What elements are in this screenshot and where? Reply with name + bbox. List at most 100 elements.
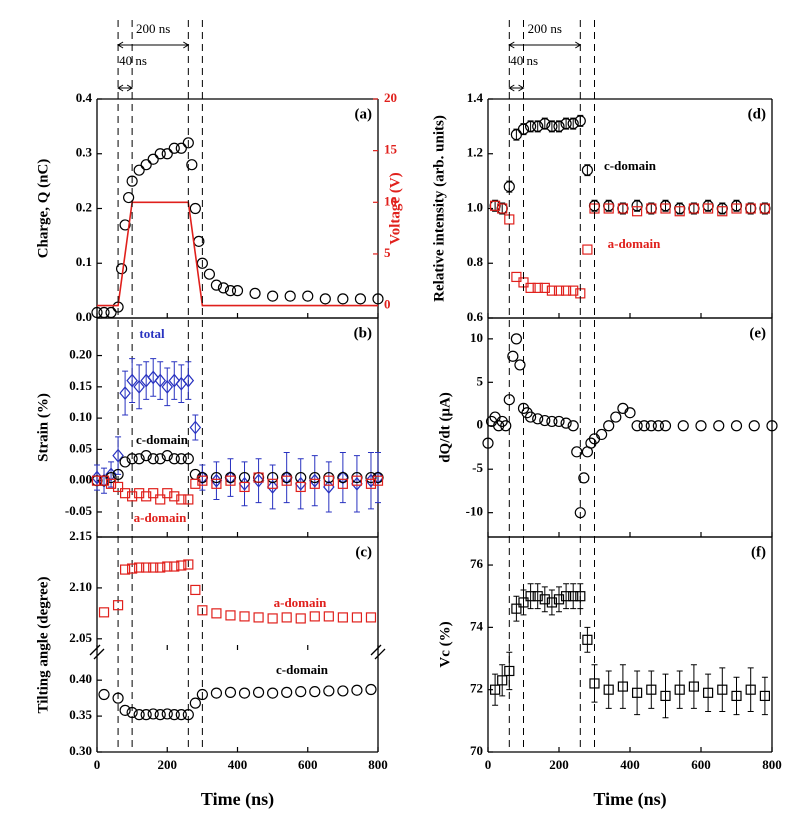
y-axis-title: Tilting angle (degree)	[35, 577, 51, 714]
point	[730, 420, 743, 432]
error-bar	[339, 452, 346, 504]
error-bar	[129, 358, 136, 403]
point	[365, 683, 377, 696]
error-bar	[761, 202, 768, 215]
point	[162, 488, 173, 499]
point	[154, 453, 166, 465]
point	[196, 688, 208, 701]
y-tick-label: 0.3	[76, 145, 93, 160]
point	[323, 611, 334, 622]
point	[155, 494, 166, 505]
error-bar	[185, 361, 192, 400]
point	[203, 268, 215, 280]
point	[217, 282, 230, 294]
point	[496, 415, 508, 428]
point	[610, 411, 622, 423]
point	[133, 379, 145, 394]
point	[119, 456, 131, 468]
error-bar	[676, 670, 683, 709]
point	[133, 709, 145, 721]
point	[617, 681, 629, 692]
point	[147, 153, 159, 165]
point	[497, 203, 508, 214]
span-arrow	[117, 84, 134, 92]
point	[253, 612, 264, 623]
point	[731, 203, 742, 214]
point	[210, 473, 223, 488]
point	[267, 613, 278, 624]
y2-tick-label: 0	[384, 297, 391, 312]
error-bar	[690, 202, 697, 215]
y2-tick-label: 15	[384, 142, 398, 157]
point	[503, 394, 515, 406]
error-bar	[705, 199, 712, 212]
point	[759, 690, 771, 702]
point	[183, 559, 194, 570]
point	[252, 686, 265, 698]
panel: 2.05 2.10 2.15 (c) Tilting angle (degree) a-d…	[35, 528, 379, 714]
x-tick-label: 800	[368, 757, 388, 772]
point	[210, 471, 223, 484]
point	[524, 120, 537, 132]
error-bar	[227, 458, 234, 497]
error-bar	[534, 583, 541, 610]
point	[567, 420, 579, 432]
point	[112, 468, 124, 481]
point	[553, 415, 565, 428]
y-tick-label: 76	[470, 556, 484, 571]
point	[266, 480, 279, 494]
point	[582, 244, 593, 255]
point	[281, 475, 292, 486]
point	[249, 287, 261, 299]
point	[147, 708, 159, 720]
point	[147, 453, 159, 465]
point	[574, 115, 586, 127]
y-tick-label: 0	[477, 417, 484, 432]
point	[182, 709, 194, 721]
point	[539, 594, 550, 605]
y2-axis-title: Voltage (V)	[387, 172, 403, 244]
point	[148, 562, 159, 573]
error-bar	[591, 664, 598, 703]
point	[638, 420, 650, 432]
error-bar	[563, 583, 570, 610]
x-tick-label: 600	[298, 757, 318, 772]
y-tick-label: 1.4	[467, 90, 484, 105]
error-bar	[283, 452, 290, 504]
point	[337, 470, 349, 485]
point	[695, 420, 707, 432]
point	[553, 285, 565, 296]
point	[745, 203, 756, 214]
error-bar	[192, 414, 199, 441]
point	[631, 687, 643, 698]
point	[134, 562, 145, 573]
span-arrow	[508, 84, 525, 92]
point	[617, 203, 629, 214]
point	[574, 507, 586, 519]
point	[546, 285, 558, 296]
point	[688, 203, 700, 214]
point	[267, 471, 279, 484]
error-bar	[115, 436, 122, 475]
break-mark	[370, 644, 382, 656]
point	[323, 475, 334, 486]
point	[210, 687, 223, 699]
y-tick-label: 0.40	[69, 671, 92, 686]
point	[365, 471, 377, 484]
point	[560, 285, 572, 296]
error-bar	[676, 202, 683, 215]
point	[91, 470, 103, 485]
point	[309, 686, 321, 698]
error-bar	[150, 358, 157, 397]
point	[239, 611, 250, 622]
error-bar	[705, 673, 712, 712]
point	[155, 562, 166, 573]
point	[281, 612, 292, 623]
span-label: 40 ns	[510, 53, 538, 68]
point	[105, 471, 117, 484]
error-bar	[178, 364, 185, 403]
error-bar	[662, 199, 669, 212]
y-axis-title: dQ/dt (μA)	[437, 392, 453, 463]
y-tick-label: 0.20	[69, 347, 92, 362]
point	[582, 634, 593, 645]
